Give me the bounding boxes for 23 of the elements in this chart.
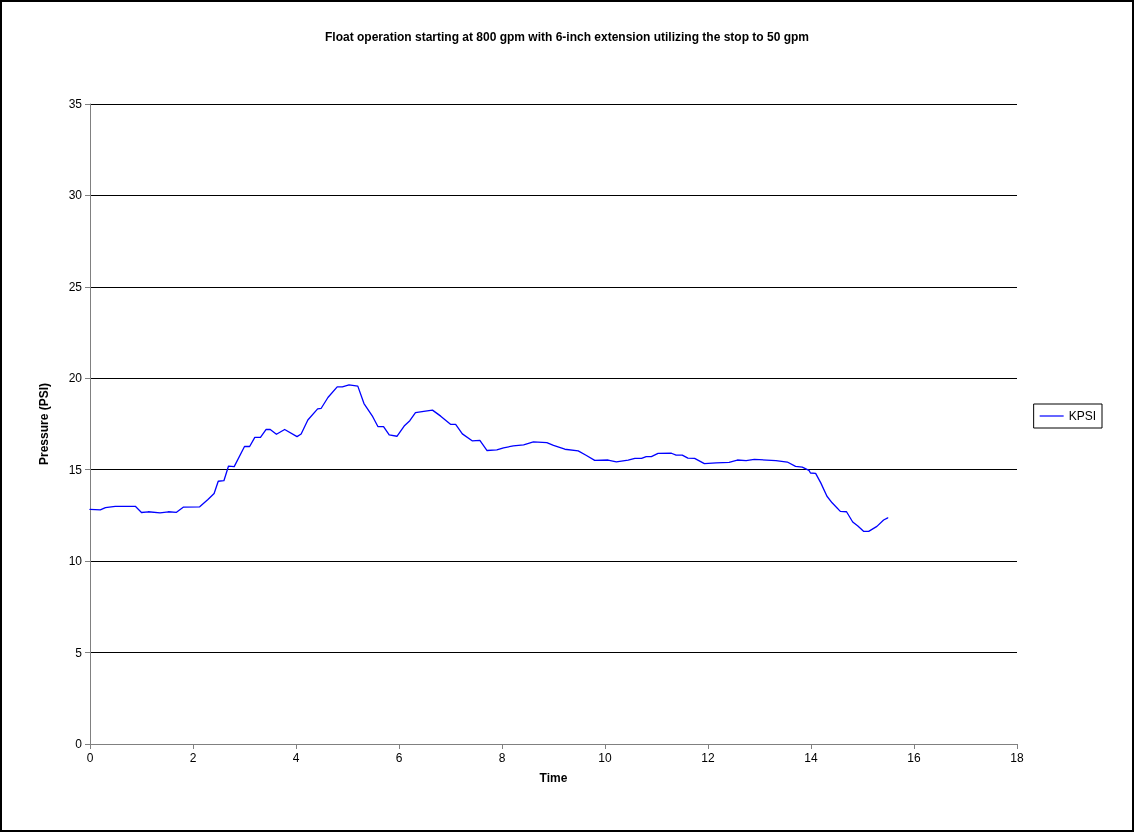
x-tick-label: 6 [395,751,403,765]
y-tick-label: 0 [75,737,83,751]
chart-title: Float operation starting at 800 gpm with 6-inch extension utilizing the stop to 50 gpm [324,30,810,44]
x-tick-label: 16 [907,751,921,765]
y-tick-label: 15 [68,462,83,477]
x-tick-label: 12 [701,751,715,765]
y-axis-title: Pressure (PSI) [37,382,51,466]
x-tick-label: 4 [292,751,300,765]
x-tick-label: 0 [86,751,94,765]
x-tick-label: 18 [1010,751,1024,765]
x-axis-title: Time [539,771,568,785]
y-tick-label: 25 [68,279,83,294]
y-tick-label: 10 [68,554,83,569]
x-tick-label: 14 [804,751,818,765]
x-tick-label: 10 [598,751,612,765]
legend-label: KPSI [1068,409,1097,423]
y-tick-label: 30 [68,188,83,203]
y-tick-label: 5 [75,645,83,660]
y-tick-label: 35 [68,97,83,111]
y-tick-label: 20 [68,371,83,386]
x-tick-label: 2 [189,751,197,765]
line-series [89,384,889,532]
x-tick-label: 8 [498,751,506,765]
